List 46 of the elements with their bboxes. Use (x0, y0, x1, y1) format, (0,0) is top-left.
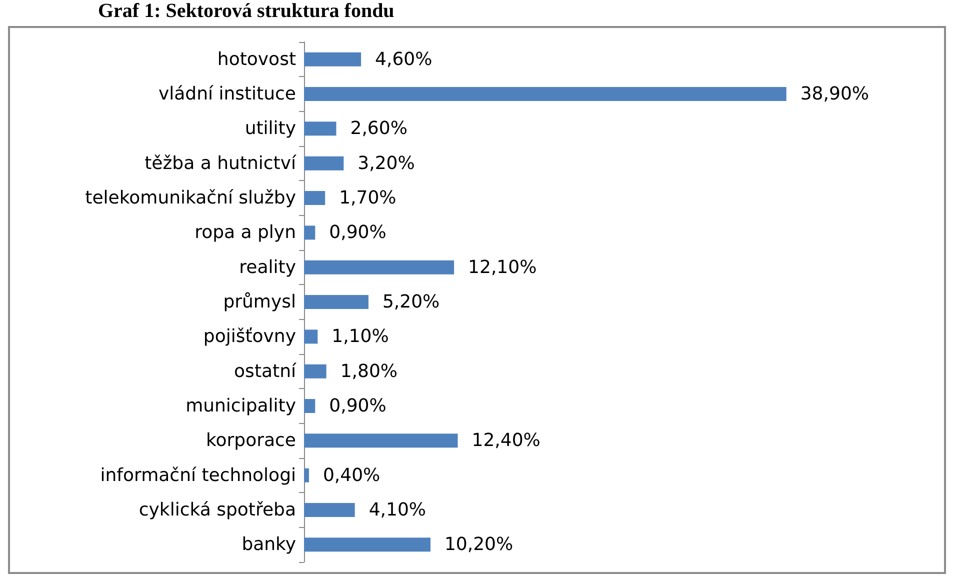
y-tick-label: utility (244, 118, 296, 140)
bar (304, 191, 326, 205)
y-tick-label: těžba a hutnictví (144, 152, 297, 174)
data-label: 4,10% (368, 500, 426, 520)
y-tick-label: vládní instituce (158, 84, 296, 104)
bar (304, 468, 309, 482)
y-tick-label: cyklická spotřeba (138, 500, 296, 520)
data-label: 0,40% (322, 464, 380, 486)
y-tick-label: informační technologi (100, 464, 296, 486)
bar (304, 87, 786, 101)
y-tick-label: telekomunikační služby (85, 188, 296, 208)
data-label: 12,40% (472, 430, 540, 452)
chart-title: Graf 1: Sektorová struktura fondu (98, 0, 394, 22)
data-label: 10,20% (444, 534, 514, 556)
data-label: 1,80% (340, 360, 398, 382)
bar (304, 399, 316, 413)
data-label: 12,10% (468, 256, 537, 278)
y-tick-label: ropa a plyn (194, 222, 296, 244)
y-tick-label: hotovost (217, 48, 296, 70)
data-label: 2,60% (350, 118, 408, 140)
bar (304, 52, 362, 66)
y-tick-label: municipality (186, 396, 296, 416)
bar (304, 122, 336, 136)
bar (304, 226, 316, 240)
bar (304, 538, 430, 552)
y-tick-label: ostatní (234, 360, 297, 382)
data-label: 38,90% (800, 84, 869, 104)
data-label: 1,70% (339, 188, 396, 208)
bar (304, 295, 368, 309)
bar (304, 364, 326, 378)
bar (304, 503, 355, 517)
data-label: 0,90% (329, 396, 386, 416)
y-tick-label: reality (239, 256, 296, 278)
bar (304, 260, 454, 274)
y-tick-label: pojišťovny (203, 326, 296, 348)
bar (304, 330, 318, 344)
data-label: 3,20% (358, 152, 415, 174)
y-tick-label: korporace (206, 430, 296, 452)
data-label: 1,10% (332, 326, 389, 348)
y-tick-label: průmysl (223, 292, 296, 312)
bar (304, 434, 458, 448)
data-label: 0,90% (329, 222, 386, 244)
data-label: 4,60% (375, 48, 432, 70)
y-tick-label: banky (242, 534, 296, 556)
bar (304, 156, 344, 170)
data-label: 5,20% (382, 292, 440, 312)
